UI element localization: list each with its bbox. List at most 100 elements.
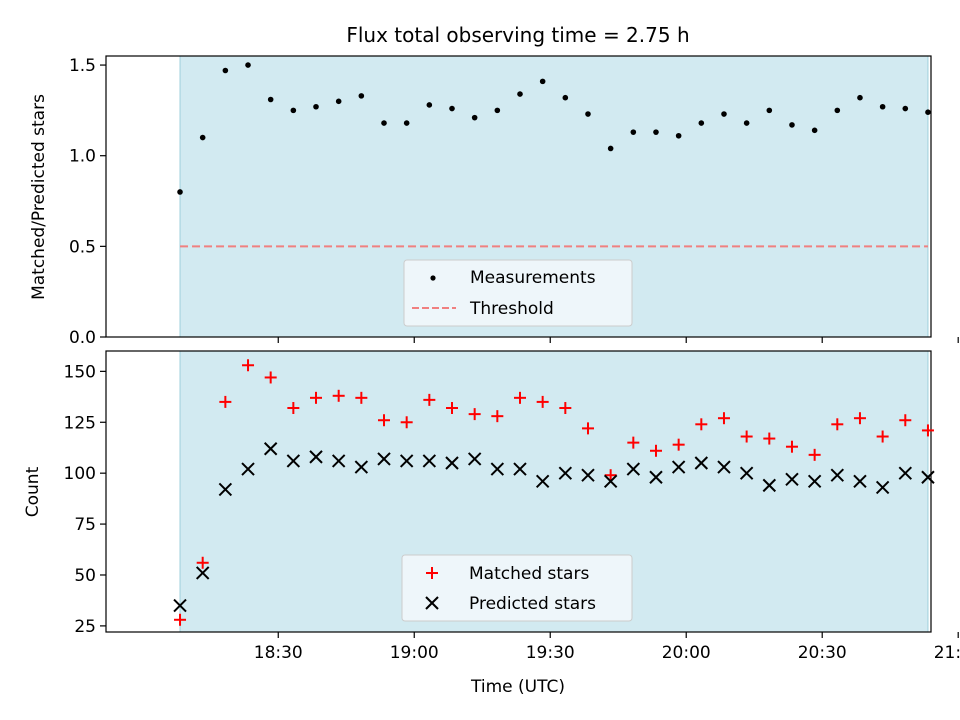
predicted-stars-point (218, 482, 233, 497)
y-tick-label: 0.0 (69, 328, 96, 348)
ratio-panel: Matched/Predicted stars Measurements Thr… (29, 55, 959, 348)
measurement-point (585, 111, 591, 117)
matched-stars-point (695, 418, 708, 431)
predicted-stars-point (898, 466, 913, 480)
count-legend: Matched stars Predicted stars (401, 554, 633, 622)
predicted-stars-point (173, 598, 187, 613)
matched-stars-legend-label: Matched stars (469, 564, 589, 584)
count-panel: Count Time (UTC) Matched stars Predicted… (23, 350, 960, 697)
ratio-legend-box (403, 259, 633, 327)
measurement-point (358, 93, 365, 99)
matched-stars-point (491, 410, 504, 423)
measurement-point (607, 145, 614, 152)
count-y-axis-label: Count (23, 466, 43, 517)
y-tick-label: 0.5 (69, 237, 96, 257)
predicted-stars-point (830, 468, 845, 482)
matched-stars-point (763, 432, 776, 445)
matched-stars-point (468, 408, 481, 421)
measurement-point (471, 114, 478, 121)
matched-stars-point (264, 371, 277, 384)
measurement-point (494, 107, 501, 114)
y-tick-label: 125 (64, 413, 96, 433)
matched-stars-point (672, 438, 685, 451)
matched-stars-point (785, 440, 798, 453)
measurement-point (177, 189, 183, 195)
measurement-point (267, 96, 274, 103)
measurement-point (199, 134, 206, 141)
predicted-stars-point (263, 442, 278, 456)
predicted-stars-point (581, 468, 595, 482)
predicted-stars-point (377, 452, 391, 466)
measurement-point (562, 94, 569, 101)
matched-stars-point (649, 444, 662, 457)
predicted-stars-point (331, 454, 346, 468)
measurement-point (789, 122, 795, 128)
measurement-point (902, 105, 909, 112)
predicted-stars-point (671, 460, 686, 474)
matched-stars-point (423, 393, 436, 406)
predicted-stars-point (467, 452, 482, 466)
matched-stars-point (876, 430, 889, 443)
ratio-panel-frame (105, 55, 932, 338)
matched-stars-point (831, 418, 844, 431)
matched-stars-legend-marker (426, 567, 438, 579)
matched-stars-point (242, 359, 255, 372)
measurement-point (335, 98, 342, 105)
predicted-stars-point (739, 466, 754, 480)
predicted-stars-point (717, 460, 731, 474)
matched-stars-point (536, 395, 549, 408)
predicted-stars-point (399, 454, 414, 468)
measurement-point (857, 94, 863, 101)
predicted-stars-point (422, 454, 437, 468)
matched-stars-point (559, 402, 572, 415)
predicted-stars-point (513, 462, 527, 476)
measurement-point (403, 120, 410, 126)
matched-stars-point (446, 402, 459, 415)
y-tick-label: 150 (64, 362, 96, 382)
x-axis-label: Time (UTC) (470, 677, 565, 697)
x-tick-label: 19:30 (526, 643, 575, 663)
x-tick-label: 20:00 (662, 643, 711, 663)
chart-title: Flux total observing time = 2.75 h (346, 23, 689, 47)
matched-stars-point (378, 414, 391, 427)
measurement-point (698, 120, 705, 126)
measurement-point (630, 129, 637, 135)
x-tick-label: 21:00 (934, 643, 960, 663)
measurement-point (879, 103, 886, 110)
predicted-stars-point (286, 454, 301, 468)
matched-stars-point (627, 436, 640, 449)
measurement-point (721, 111, 727, 117)
x-tick-label: 19:00 (390, 643, 439, 663)
matched-stars-point (740, 430, 753, 443)
x-tick-label: 18:30 (254, 643, 303, 663)
measurement-point (811, 127, 818, 134)
ratio-legend: Measurements Threshold (403, 259, 633, 327)
matched-stars-point (808, 448, 821, 461)
matched-stars-point (604, 469, 617, 482)
measurement-point (675, 132, 682, 139)
matched-stars-point (513, 391, 526, 404)
predicted-stars-point (785, 472, 799, 486)
matched-stars-point (921, 424, 934, 437)
count-legend-box (401, 554, 633, 622)
predicted-stars-point (649, 470, 663, 484)
predicted-stars-point (195, 566, 210, 580)
matched-stars-point (332, 389, 345, 402)
matched-stars-point (196, 556, 209, 569)
measurements-legend-marker (430, 275, 436, 281)
y-tick-label: 100 (64, 464, 96, 484)
predicted-stars-point (853, 474, 867, 489)
measurement-point (766, 107, 773, 114)
predicted-stars-point (445, 456, 459, 470)
measurement-point (449, 105, 455, 112)
measurement-point (834, 107, 841, 114)
measurement-point (925, 109, 931, 115)
predicted-stars-point (762, 478, 777, 493)
predicted-stars-point (535, 474, 550, 489)
matched-stars-point (355, 391, 368, 404)
measurement-point (517, 91, 523, 97)
predicted-stars-point (875, 480, 890, 495)
measurement-point (313, 103, 319, 110)
predicted-stars-legend-marker (425, 596, 439, 610)
